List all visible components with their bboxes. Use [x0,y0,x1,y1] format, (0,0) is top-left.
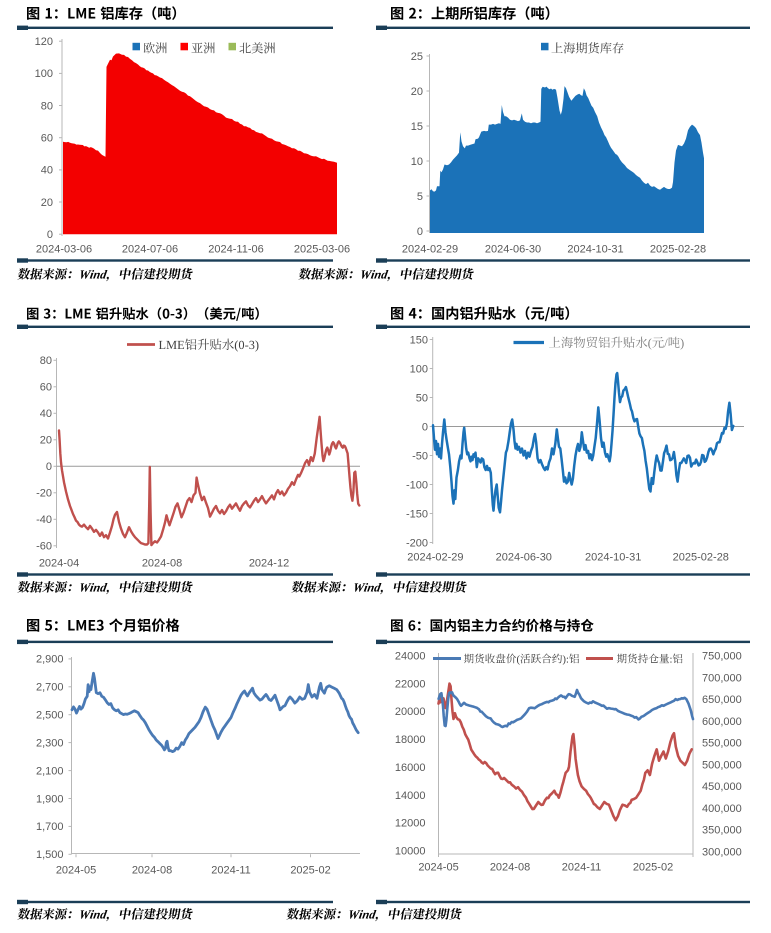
svg-text:2024-06-30: 2024-06-30 [496,552,552,564]
svg-text:2024-10-31: 2024-10-31 [567,244,623,256]
svg-text:2024-08: 2024-08 [132,865,172,877]
svg-text:10000: 10000 [395,846,426,858]
svg-text:600,000: 600,000 [702,716,742,728]
svg-text:20: 20 [411,86,423,98]
svg-text:2024-02-29: 2024-02-29 [402,244,458,256]
svg-text:2024-02-29: 2024-02-29 [407,552,463,564]
svg-text:18000: 18000 [395,734,426,746]
svg-text:2024-05: 2024-05 [56,865,96,877]
svg-text:50: 50 [416,392,428,404]
svg-text:14000: 14000 [395,790,426,802]
svg-text:2024-11-06: 2024-11-06 [208,244,263,256]
svg-text:350,000: 350,000 [702,825,742,837]
svg-text:2,700: 2,700 [36,682,64,694]
svg-text:15: 15 [411,121,423,133]
svg-text:40: 40 [40,408,52,420]
svg-text:2024-07-06: 2024-07-06 [122,244,178,256]
svg-text:40: 40 [41,165,53,177]
svg-text:1,900: 1,900 [36,793,64,805]
svg-text:2,300: 2,300 [36,737,64,749]
svg-text:0: 0 [46,461,52,473]
svg-text:2025-02-28: 2025-02-28 [650,244,706,256]
svg-text:100: 100 [35,68,53,80]
svg-text:2,500: 2,500 [36,710,64,722]
svg-text:2,100: 2,100 [36,765,64,777]
svg-text:20000: 20000 [395,706,426,718]
svg-text:2024-12: 2024-12 [249,558,289,570]
svg-text:80: 80 [40,355,52,367]
svg-text:2024-10-31: 2024-10-31 [585,552,641,564]
svg-text:1,700: 1,700 [36,821,64,833]
svg-text:2024-05: 2024-05 [418,862,458,874]
svg-text:450,000: 450,000 [702,781,742,793]
svg-text:10: 10 [411,156,423,168]
svg-text:300,000: 300,000 [702,847,742,859]
svg-text:-50: -50 [412,450,428,462]
svg-text:-60: -60 [36,541,52,553]
svg-text:-200: -200 [406,537,428,549]
svg-text:2024-08: 2024-08 [142,558,182,570]
svg-text:0: 0 [422,421,428,433]
svg-text:1,500: 1,500 [36,849,64,861]
svg-text:16000: 16000 [395,762,426,774]
svg-text:-150: -150 [406,508,428,520]
svg-text:12000: 12000 [395,818,426,830]
svg-text:2025-02: 2025-02 [633,862,673,874]
svg-text:700,000: 700,000 [702,672,742,684]
svg-text:25: 25 [411,51,423,63]
svg-text:20: 20 [40,435,52,447]
svg-text:650,000: 650,000 [702,694,742,706]
svg-text:2,900: 2,900 [36,654,64,666]
svg-text:2025-02-28: 2025-02-28 [673,552,729,564]
svg-text:2024-06-30: 2024-06-30 [485,244,541,256]
svg-text:2025-03-06: 2025-03-06 [294,244,350,256]
svg-text:22000: 22000 [395,678,426,690]
svg-text:550,000: 550,000 [702,738,742,750]
svg-text:80: 80 [41,100,53,112]
svg-text:400,000: 400,000 [702,803,742,815]
svg-text:-100: -100 [406,479,428,491]
svg-text:2024-11: 2024-11 [562,862,602,874]
svg-text:2024-03-06: 2024-03-06 [36,244,92,256]
svg-text:2025-02: 2025-02 [290,865,330,877]
svg-text:-20: -20 [36,488,52,500]
svg-text:-40: -40 [36,514,52,526]
svg-text:60: 60 [41,133,53,145]
svg-text:5: 5 [417,191,423,203]
svg-text:60: 60 [40,382,52,394]
svg-text:20: 20 [41,197,53,209]
svg-text:2024-04: 2024-04 [39,558,79,570]
svg-text:0: 0 [417,226,423,238]
svg-text:100: 100 [410,363,428,375]
svg-text:750,000: 750,000 [702,651,742,663]
svg-text:0: 0 [47,229,53,241]
svg-text:150: 150 [410,334,428,346]
svg-text:2024-08: 2024-08 [490,862,530,874]
svg-text:120: 120 [35,36,53,48]
svg-text:2024-11: 2024-11 [211,865,251,877]
svg-text:500,000: 500,000 [702,759,742,771]
svg-text:24000: 24000 [395,651,426,663]
